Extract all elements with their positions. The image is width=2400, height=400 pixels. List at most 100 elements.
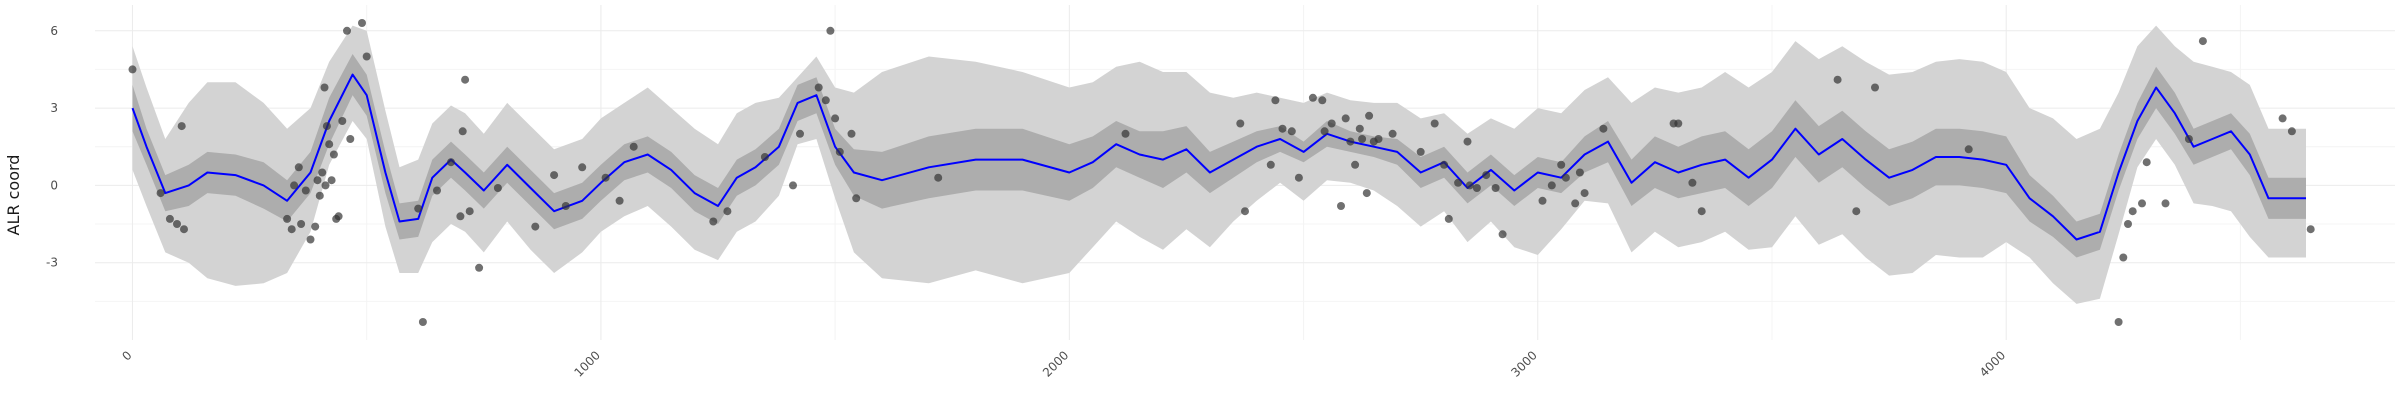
observation-point bbox=[1599, 124, 1608, 133]
x-tick-label: 0 bbox=[119, 348, 134, 363]
observation-point bbox=[709, 217, 718, 226]
observation-point bbox=[1472, 184, 1481, 192]
observation-point bbox=[561, 202, 570, 210]
observation-point bbox=[789, 181, 797, 190]
x-tick-label: 1000 bbox=[572, 348, 603, 379]
observation-point bbox=[1491, 184, 1500, 192]
observation-point bbox=[601, 173, 610, 182]
observation-point bbox=[461, 75, 470, 84]
observation-point bbox=[1688, 178, 1697, 187]
observation-point bbox=[1852, 207, 1861, 216]
observation-point bbox=[1236, 119, 1245, 128]
observation-point bbox=[1346, 137, 1355, 146]
observation-point bbox=[826, 26, 835, 35]
observation-point bbox=[334, 212, 343, 221]
observation-point bbox=[796, 129, 804, 138]
observation-point bbox=[1121, 129, 1130, 138]
observation-point bbox=[1341, 114, 1350, 123]
observation-point bbox=[2287, 127, 2296, 136]
observation-point bbox=[294, 163, 303, 172]
observation-point bbox=[615, 196, 624, 205]
observation-point bbox=[320, 83, 329, 92]
observation-point bbox=[1561, 173, 1570, 182]
observation-point bbox=[1318, 96, 1327, 105]
y-tick-labels: -3 0 3 6 bbox=[46, 24, 58, 270]
observation-point bbox=[433, 186, 441, 195]
y-tick-label: 0 bbox=[50, 178, 58, 192]
observation-point bbox=[465, 207, 474, 216]
observation-point bbox=[1271, 96, 1280, 105]
observation-point bbox=[1674, 119, 1683, 128]
observation-point bbox=[301, 186, 310, 195]
observation-point bbox=[156, 189, 165, 198]
observation-point bbox=[128, 65, 137, 74]
observation-point bbox=[362, 52, 371, 61]
observation-point bbox=[165, 214, 174, 223]
observation-point bbox=[313, 176, 322, 185]
observation-point bbox=[346, 135, 355, 143]
observation-point bbox=[283, 214, 292, 223]
observation-point bbox=[1444, 214, 1453, 223]
observation-point bbox=[1365, 111, 1374, 120]
observation-point bbox=[831, 114, 840, 123]
observation-point bbox=[847, 129, 856, 138]
observation-point bbox=[1538, 196, 1547, 205]
observation-point bbox=[1278, 124, 1287, 133]
observation-point bbox=[1337, 202, 1345, 210]
observation-point bbox=[1547, 181, 1556, 190]
observation-point bbox=[1871, 83, 1879, 92]
observation-point bbox=[343, 26, 351, 35]
observation-point bbox=[327, 176, 336, 185]
observation-point bbox=[1571, 199, 1580, 208]
observation-point bbox=[531, 222, 540, 231]
observation-point bbox=[1697, 207, 1706, 216]
x-tick-label: 4000 bbox=[1977, 348, 2008, 379]
observation-point bbox=[2278, 114, 2287, 123]
observation-point bbox=[329, 150, 338, 159]
observation-point bbox=[338, 117, 347, 125]
observation-point bbox=[1388, 129, 1397, 138]
observation-point bbox=[550, 171, 559, 180]
observation-point bbox=[1416, 147, 1425, 156]
observation-point bbox=[1266, 160, 1275, 169]
observation-point bbox=[1362, 189, 1371, 198]
observation-point bbox=[1833, 75, 1842, 84]
observation-point bbox=[290, 181, 299, 190]
observation-point bbox=[414, 204, 423, 213]
observation-point bbox=[306, 235, 315, 244]
observation-point bbox=[358, 19, 366, 27]
observation-point bbox=[2114, 318, 2123, 326]
observation-point bbox=[852, 194, 861, 203]
observation-point bbox=[1557, 160, 1566, 169]
x-tick-label: 3000 bbox=[1508, 348, 1539, 379]
observation-point bbox=[760, 153, 769, 161]
observation-point bbox=[177, 122, 186, 131]
observation-point bbox=[2161, 199, 2170, 208]
observation-point bbox=[322, 122, 331, 131]
observation-point bbox=[1964, 145, 1973, 154]
observation-point bbox=[173, 220, 181, 228]
observation-point bbox=[1580, 189, 1589, 198]
observation-point bbox=[1241, 207, 1249, 216]
y-tick-label: -3 bbox=[46, 256, 58, 270]
confidence-bands bbox=[132, 25, 2306, 304]
observation-point bbox=[2138, 199, 2146, 208]
observation-point bbox=[2198, 37, 2207, 46]
observation-point bbox=[835, 147, 844, 156]
observation-point bbox=[311, 222, 320, 231]
observation-point bbox=[1308, 93, 1317, 102]
observation-point bbox=[934, 173, 943, 182]
y-tick-label: 6 bbox=[50, 24, 58, 38]
observation-point bbox=[1327, 119, 1336, 128]
x-tick-label: 2000 bbox=[1040, 348, 1071, 379]
observation-point bbox=[297, 220, 306, 228]
observation-point bbox=[1454, 178, 1463, 187]
observation-point bbox=[456, 212, 465, 221]
observation-point bbox=[493, 184, 502, 192]
observation-point bbox=[2306, 225, 2315, 234]
observation-point bbox=[325, 140, 334, 149]
observation-point bbox=[321, 181, 330, 190]
observation-point bbox=[1463, 137, 1472, 146]
observation-point bbox=[814, 83, 823, 92]
